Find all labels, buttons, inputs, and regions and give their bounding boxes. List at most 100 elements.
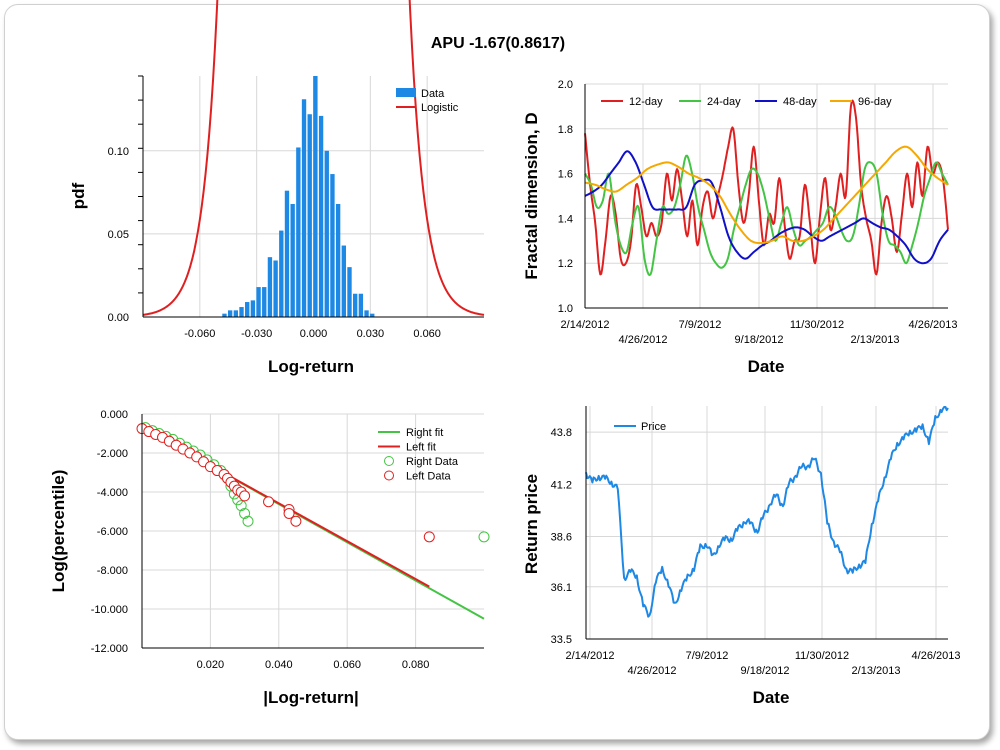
hist-bar bbox=[364, 310, 369, 317]
hist-xtick-label: 0.030 bbox=[357, 328, 385, 340]
hist-bar bbox=[330, 174, 335, 317]
tail-ytick-label: -8.000 bbox=[97, 565, 128, 577]
tail-xtick-label: 0.040 bbox=[265, 659, 293, 671]
tail-legend-label: Left fit bbox=[406, 442, 436, 454]
fractal-legend-label: 12-day bbox=[629, 96, 663, 108]
tail-legend-swatch bbox=[384, 456, 394, 466]
price-series-line bbox=[585, 406, 949, 618]
fractal-ytick-label: 1.8 bbox=[558, 124, 573, 136]
hist-bar bbox=[239, 307, 244, 317]
hist-xtick-label: -0.060 bbox=[184, 328, 215, 340]
price-xtick-label: 2/13/2013 bbox=[852, 665, 901, 677]
price-xtick-label: 4/26/2013 bbox=[912, 650, 961, 662]
price-ytick-label: 33.5 bbox=[551, 634, 572, 646]
hist-bar bbox=[245, 302, 250, 317]
hist-ytick-label: 0.10 bbox=[108, 146, 129, 158]
hist-xlabel: Log-return bbox=[268, 357, 354, 376]
tail-left-data-point bbox=[423, 531, 435, 543]
hist-bar bbox=[227, 310, 233, 317]
fractal-legend-label: 24-day bbox=[707, 96, 741, 108]
price-ytick-label: 38.6 bbox=[551, 532, 572, 544]
price-xtick-label: 11/30/2012 bbox=[795, 650, 849, 662]
fractal-series-12-day bbox=[584, 99, 949, 276]
tail-xtick-label: 0.080 bbox=[402, 659, 430, 671]
tail-ytick-label: -12.000 bbox=[91, 643, 128, 655]
fractal-ytick-label: 1.4 bbox=[558, 213, 573, 225]
price-legend-label: Price bbox=[641, 421, 666, 433]
hist-xtick-label: 0.000 bbox=[300, 328, 328, 340]
hist-bar bbox=[222, 313, 227, 317]
hist-legend-swatch-data bbox=[396, 88, 416, 97]
hist-ylabel: pdf bbox=[69, 182, 88, 209]
hist-bar bbox=[313, 76, 318, 317]
fractal-legend-label: 48-day bbox=[783, 96, 817, 108]
fractal-ytick-label: 1.2 bbox=[558, 258, 573, 270]
hist-bar bbox=[370, 313, 375, 317]
fractal-xtick-label: 2/13/2013 bbox=[851, 334, 900, 346]
fractal-xtick-label: 4/26/2012 bbox=[619, 334, 668, 346]
hist-bar bbox=[301, 99, 307, 317]
tail-left-data-point bbox=[239, 490, 251, 502]
tail-right-data-point bbox=[242, 515, 254, 527]
hist-xtick-label: -0.030 bbox=[241, 328, 272, 340]
tail-legend-label: Right Data bbox=[406, 456, 459, 468]
price-ytick-label: 41.2 bbox=[551, 479, 572, 491]
hist-legend-data: Data bbox=[421, 88, 445, 100]
hist-bar bbox=[262, 287, 267, 317]
tail-ytick-label: -10.000 bbox=[91, 604, 128, 616]
hist-bar bbox=[233, 310, 239, 317]
tail-left-data-point bbox=[263, 496, 275, 508]
tail-xtick-label: 0.020 bbox=[197, 659, 225, 671]
hist-bar bbox=[347, 267, 352, 317]
tail-legend-swatch bbox=[384, 470, 394, 481]
hist-bar bbox=[273, 260, 278, 317]
hist-bar bbox=[290, 203, 295, 317]
fractal-xtick-label: 11/30/2012 bbox=[790, 319, 844, 331]
hist-bar bbox=[307, 114, 312, 317]
fractal-series-24-day bbox=[584, 154, 949, 277]
fractal-xlabel: Date bbox=[748, 357, 785, 376]
fractal-series-96-day bbox=[584, 145, 949, 244]
tail-left-data-point bbox=[290, 515, 302, 527]
figure-title: APU -1.67(0.8617) bbox=[431, 35, 565, 52]
fractal-xtick-label: 7/9/2012 bbox=[679, 319, 722, 331]
tail-right-data-point bbox=[478, 531, 490, 543]
price-xtick-label: 9/18/2012 bbox=[741, 665, 790, 677]
tail-right-data-point bbox=[239, 507, 251, 519]
chart-card bbox=[4, 4, 990, 740]
hist-bar bbox=[256, 287, 261, 317]
fractal-legend-label: 96-day bbox=[858, 96, 892, 108]
hist-bar bbox=[352, 293, 358, 317]
hist-logistic-curve bbox=[142, 0, 485, 316]
hist-bar bbox=[324, 150, 329, 317]
hist-ytick-label: 0.05 bbox=[108, 229, 129, 241]
fractal-ytick-label: 2.0 bbox=[558, 79, 573, 91]
tail-right-data-point bbox=[235, 500, 247, 512]
price-xtick-label: 7/9/2012 bbox=[686, 650, 729, 662]
tail-ytick-label: 0.000 bbox=[100, 409, 128, 421]
price-xlabel: Date bbox=[753, 688, 790, 707]
price-xtick-label: 2/14/2012 bbox=[566, 650, 615, 662]
hist-bar bbox=[341, 245, 346, 317]
fractal-xtick-label: 9/18/2012 bbox=[735, 334, 784, 346]
fractal-ytick-label: 1.0 bbox=[558, 303, 573, 315]
hist-bar bbox=[358, 293, 364, 317]
hist-bar bbox=[279, 230, 284, 317]
hist-bar bbox=[296, 147, 301, 317]
tail-legend-label: Left Data bbox=[406, 471, 452, 483]
tail-ytick-label: -2.000 bbox=[97, 448, 128, 460]
tail-ylabel: Log(percentile) bbox=[49, 470, 68, 593]
tail-xtick-label: 0.060 bbox=[333, 659, 361, 671]
price-ytick-label: 43.8 bbox=[551, 427, 572, 439]
tail-ytick-label: -4.000 bbox=[97, 487, 128, 499]
hist-bar bbox=[318, 115, 324, 318]
hist-bar bbox=[250, 300, 256, 317]
hist-bar bbox=[267, 257, 273, 317]
tail-xlabel: |Log-return| bbox=[263, 688, 358, 707]
hist-bar bbox=[284, 190, 290, 317]
price-ylabel: Return price bbox=[522, 474, 541, 574]
fractal-xtick-label: 4/26/2013 bbox=[909, 319, 958, 331]
fractal-ytick-label: 1.6 bbox=[558, 169, 573, 181]
hist-ytick-label: 0.00 bbox=[108, 312, 129, 324]
